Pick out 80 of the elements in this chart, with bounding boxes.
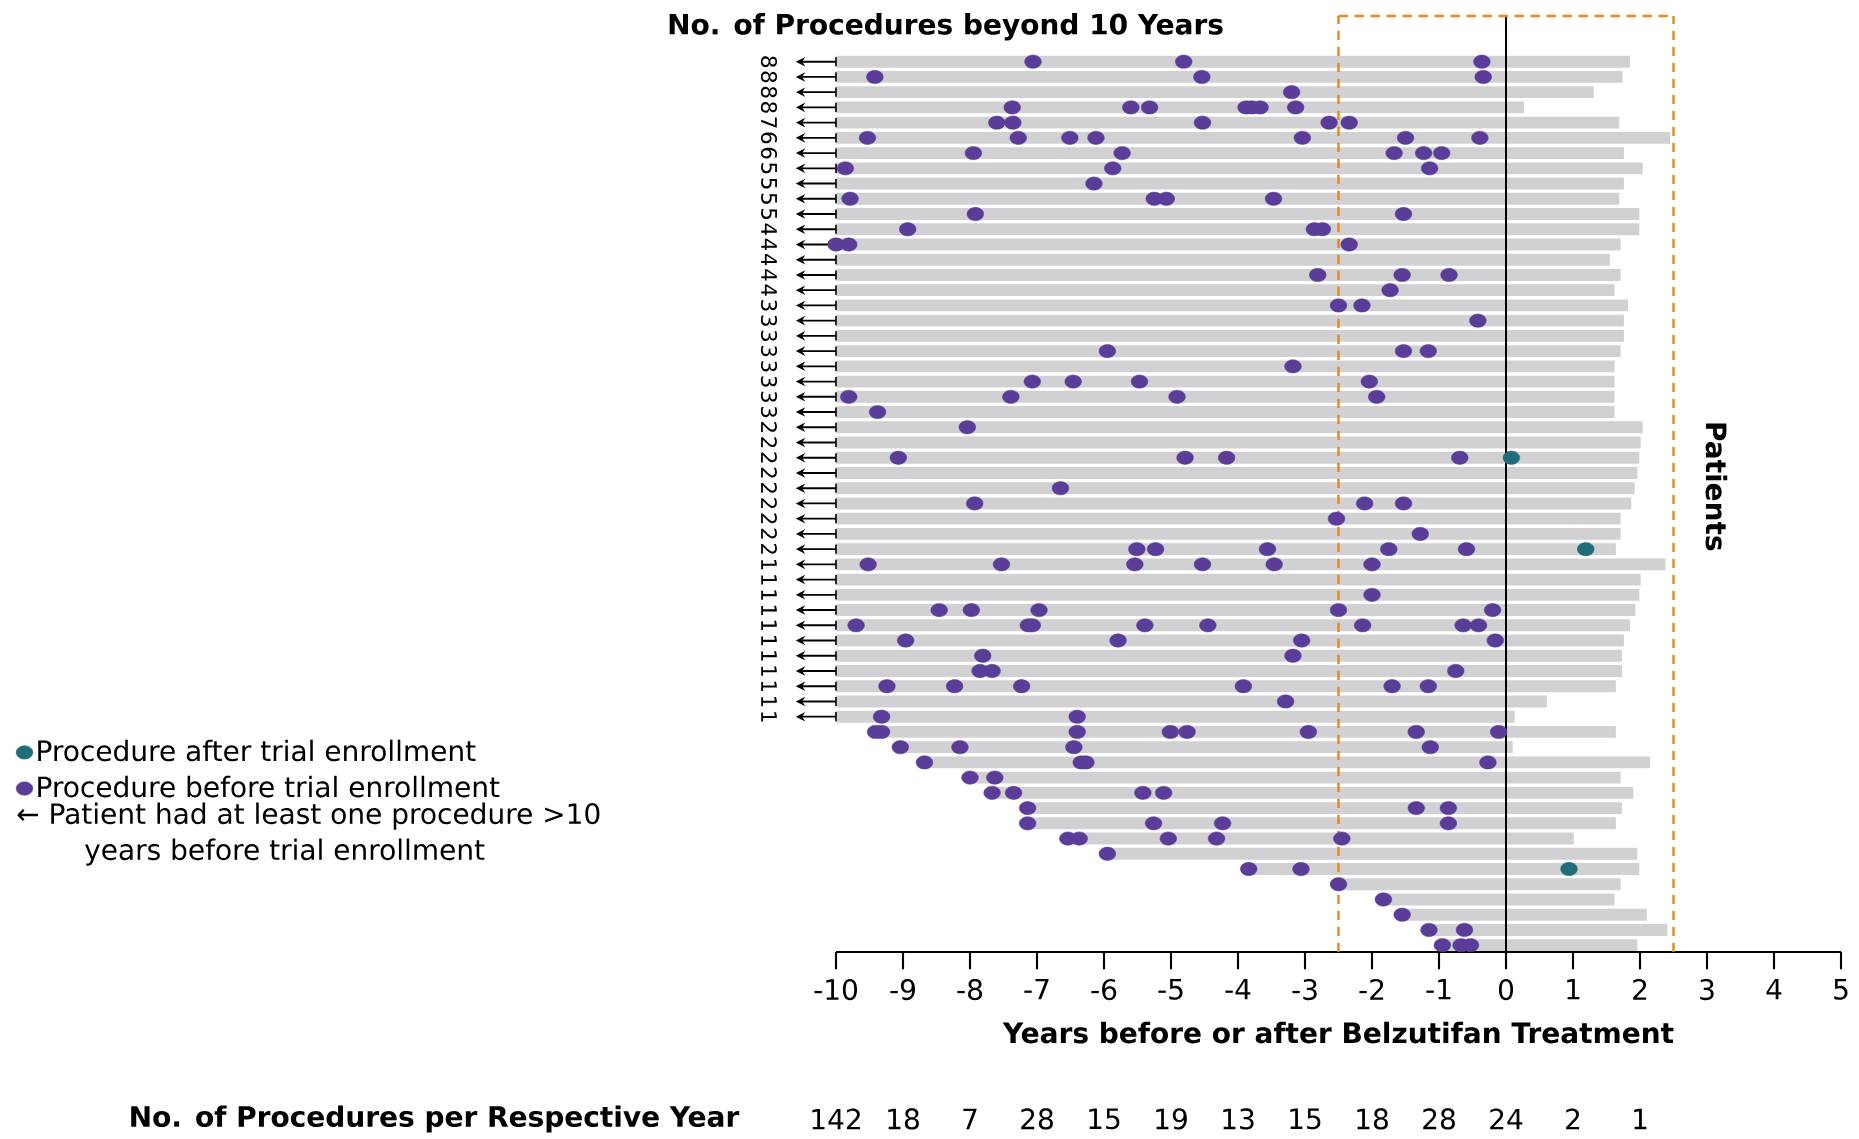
x-tick-label: 2 (1633, 978, 1647, 1000)
text: No. of Procedures per Respective Year (131, 1105, 740, 1133)
y-tick-label: 2 (761, 467, 777, 478)
legend-label: Procedure before trial enrollment (38, 775, 500, 798)
y-tick-label: 4 (761, 284, 777, 296)
y-tick-label: 1 (761, 666, 777, 676)
y-tick-label: 2 (761, 422, 777, 432)
x-tick-label: -10 (814, 978, 858, 1001)
text: 28 (1423, 1108, 1455, 1130)
y-tick-label: 1 (761, 636, 777, 646)
x-tick-label: -4 (1225, 978, 1251, 1000)
text: 15 (1290, 1108, 1321, 1130)
text: 13 (1223, 1108, 1254, 1130)
y-tick-label: 5 (761, 208, 777, 219)
y-tick-label: 3 (760, 406, 778, 418)
y-tick-label: 7 (761, 117, 777, 128)
y-tick-label: 2 (761, 498, 777, 509)
y-tick-label: 1 (761, 681, 777, 692)
x-tick-label: -9 (890, 978, 915, 1001)
y-tick-label: 5 (761, 178, 777, 189)
x-axis-title: Years before or after Belzutifan Treatment (1002, 1021, 1674, 1044)
x-tick-label: -6 (1091, 978, 1117, 1001)
y-tick-label: 2 (761, 482, 777, 493)
y-tick-label: 5 (761, 193, 777, 204)
text: 15 (1089, 1108, 1120, 1130)
text: 2 (1566, 1108, 1580, 1130)
y-tick-label: 2 (761, 437, 777, 448)
text: 28 (1021, 1108, 1053, 1130)
x-tick-label: -8 (957, 978, 983, 1001)
y-tick-label: 6 (760, 147, 778, 159)
y-tick-label: 6 (760, 132, 778, 144)
y-tick-label: 4 (761, 223, 777, 235)
y-tick-label: 1 (761, 575, 777, 585)
x-tick-label: -3 (1292, 978, 1317, 1001)
y-tick-label: 3 (760, 391, 778, 402)
x-tick-label: 1 (1567, 978, 1580, 1000)
text: 19 (1156, 1108, 1187, 1130)
y-tick-label: 2 (761, 452, 777, 463)
y-tick-label: 1 (761, 605, 777, 615)
y-tick-label: 3 (760, 345, 778, 357)
x-tick-label: 5 (1834, 978, 1848, 1000)
y-tick-label: 2 (761, 543, 777, 554)
text: ← Patient had at least one procedure >10 years before trial enrollment (17, 802, 600, 866)
chart-title: No. of Procedures beyond 10 Years (669, 13, 1223, 41)
x-tick-label: 4 (1766, 978, 1782, 1000)
y-tick-label: 4 (761, 238, 777, 251)
text: 142 (812, 1108, 860, 1130)
y-tick-label: 3 (760, 361, 778, 372)
y-tick-label: 5 (761, 163, 777, 174)
y-tick-label: 1 (761, 620, 777, 631)
y-axis-title: Patients (1705, 423, 1728, 551)
x-tick-label: -2 (1359, 978, 1384, 1000)
y-tick-label: 1 (761, 697, 777, 707)
x-tick-label: 0 (1498, 978, 1514, 1001)
text: 18 (888, 1108, 919, 1130)
y-tick-label: 1 (761, 590, 777, 600)
y-tick-label: 1 (761, 559, 777, 570)
x-tick-label: -1 (1426, 978, 1451, 1000)
text: 18 (1357, 1108, 1388, 1130)
text: 24 (1490, 1108, 1523, 1130)
y-tick-label: 8 (760, 56, 778, 68)
y-tick-label: 3 (760, 315, 778, 326)
text: 1 (1634, 1108, 1647, 1130)
x-tick-label: 3 (1700, 978, 1714, 1001)
y-tick-label: 8 (760, 71, 778, 83)
x-tick-label: -7 (1024, 978, 1049, 1000)
y-tick-label: 2 (761, 513, 777, 524)
y-tick-label: 1 (761, 651, 777, 661)
text: 7 (963, 1108, 977, 1130)
y-tick-label: 3 (760, 300, 778, 311)
y-tick-label: 4 (761, 269, 777, 281)
y-tick-label: 4 (761, 253, 777, 266)
y-tick-label: 8 (760, 86, 778, 98)
y-tick-label: 3 (760, 330, 778, 341)
x-tick-label: -5 (1158, 978, 1183, 1000)
y-tick-label: 3 (760, 376, 778, 387)
y-tick-label: 8 (760, 102, 778, 113)
y-tick-label: 1 (761, 712, 777, 722)
legend-label: Procedure after trial enrollment (38, 739, 476, 762)
y-tick-label: 2 (761, 528, 777, 539)
